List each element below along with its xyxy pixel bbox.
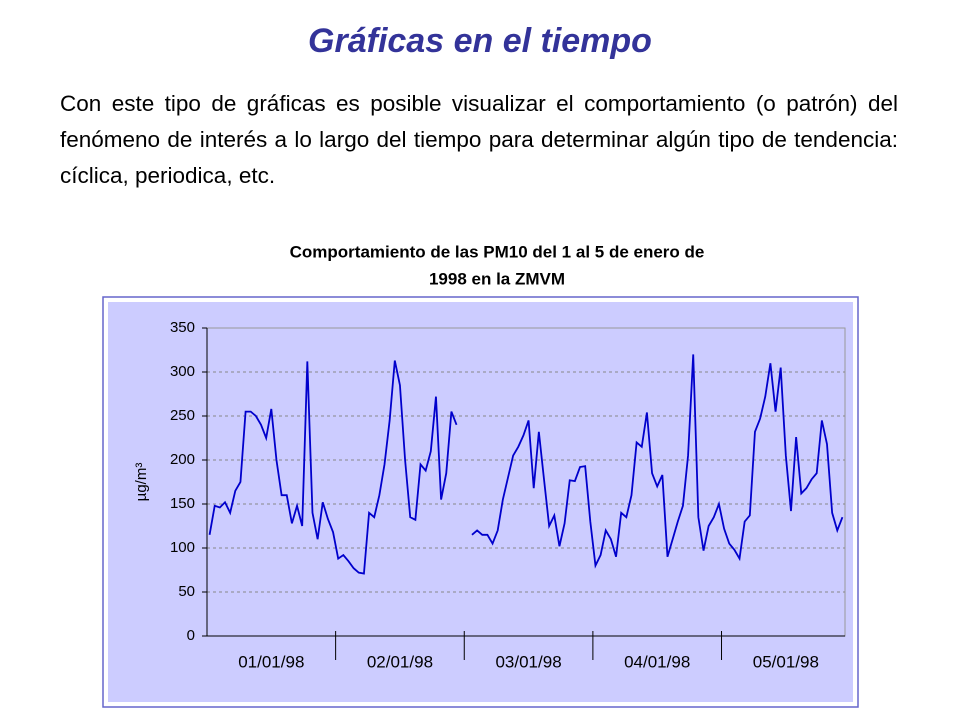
- y-tick-label: 300: [170, 363, 195, 380]
- data-line: [208, 354, 844, 575]
- x-tick-label: 05/01/98: [753, 652, 819, 671]
- y-axis-label: µg/m³: [133, 463, 150, 502]
- slide-title: Gráficas en el tiempo: [308, 22, 652, 60]
- y-tick-label: 50: [178, 583, 195, 600]
- y-tick-label: 150: [170, 495, 195, 512]
- y-tick-label: 350: [170, 319, 195, 336]
- y-tick-label: 100: [170, 539, 195, 556]
- y-tick-label: 250: [170, 407, 195, 424]
- x-tick-label: 04/01/98: [624, 652, 690, 671]
- chart-title: 1998 en la ZMVM: [429, 269, 565, 288]
- plot-area: [206, 327, 846, 637]
- y-tick-label: 0: [187, 627, 195, 644]
- paragraph: Con este tipo de gráficas es posible vis…: [60, 91, 898, 188]
- y-tick-label: 200: [170, 451, 195, 468]
- x-tick-label: 03/01/98: [495, 652, 561, 671]
- x-tick-label: 02/01/98: [367, 652, 433, 671]
- x-tick-label: 01/01/98: [238, 652, 304, 671]
- chart-title: Comportamiento de las PM10 del 1 al 5 de…: [290, 242, 705, 261]
